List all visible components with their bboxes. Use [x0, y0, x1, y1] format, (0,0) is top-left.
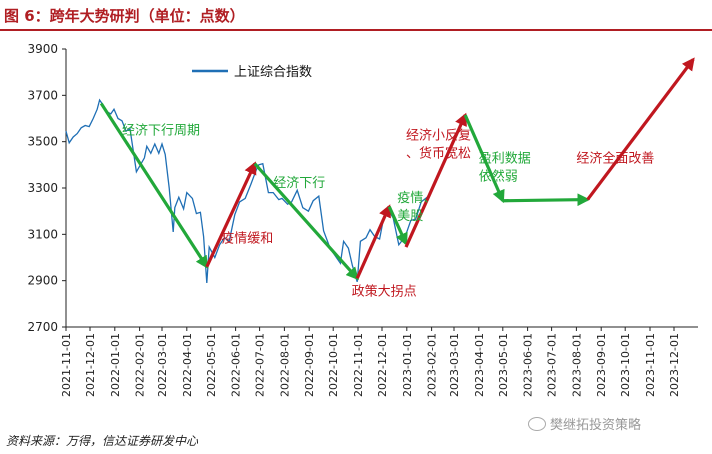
trend-arrow-green: [463, 114, 505, 204]
x-tick-label: 2021-11-01: [60, 333, 73, 397]
annotation-label: 政策大拐点: [352, 284, 417, 300]
y-tick-label: 2900: [27, 274, 58, 288]
annotation-line: 经济小反复: [406, 128, 471, 143]
annotation-label: 经济下行: [273, 176, 325, 191]
legend-label: 上证综合指数: [234, 65, 312, 80]
x-tick-label: 2022-02-01: [134, 333, 147, 397]
trend-arrow-green: [502, 193, 591, 207]
trend-arrow-red: [586, 57, 695, 201]
annotation-line: 经济全面改善: [576, 151, 654, 167]
trend-arrow-green: [387, 205, 408, 246]
trend-arrow-green: [99, 102, 209, 269]
chart-title: 图 6：跨年大势研判（单位：点数）: [4, 6, 245, 25]
annotation-line: 疫情、: [397, 190, 436, 206]
x-tick-label: 2023-11-01: [644, 333, 657, 397]
trend-arrow-red: [205, 161, 257, 268]
x-tick-label: 2022-08-01: [278, 333, 291, 397]
x-tick-label: 2023-09-01: [595, 333, 608, 397]
watermark: 樊继拓投资策略: [528, 414, 641, 433]
x-tick-label: 2022-06-01: [230, 333, 243, 397]
x-tick-label: 2023-07-01: [546, 333, 559, 397]
watermark-text: 樊继拓投资策略: [550, 418, 642, 433]
annotation-label: 疫情缓和: [221, 230, 273, 246]
y-tick-label: 3100: [27, 227, 58, 241]
x-tick-label: 2022-01-01: [109, 333, 122, 397]
wechat-icon: [528, 416, 546, 431]
y-tick-label: 2700: [27, 320, 58, 334]
title-bar: 图 6：跨年大势研判（单位：点数）: [0, 0, 712, 30]
annotation-label: 经济全面改善: [576, 151, 654, 167]
annotation-line: 依然弱: [479, 169, 518, 185]
y-tick-label: 3300: [27, 181, 58, 195]
x-tick-label: 2023-02-01: [426, 333, 439, 397]
x-tick-label: 2023-04-01: [473, 333, 486, 397]
line-chart: 2700 2900 3100 3300 3500 3700 3900 2021-11-01 20…: [27, 42, 698, 397]
annotation-line: 疫情缓和: [221, 230, 273, 246]
source-note: 资料来源：万得，信达证券研发中心: [6, 434, 199, 448]
x-tick-label: 2023-08-01: [570, 333, 583, 397]
x-tick-label: 2021-12-01: [84, 333, 97, 397]
x-tick-label: 2022-05-01: [205, 333, 218, 397]
x-tick-label: 2023-05-01: [497, 333, 510, 397]
x-tick-label: 2022-07-01: [254, 333, 267, 397]
annotation-label: 经济小反复、货币宽松: [406, 128, 471, 161]
x-tick-label: 2022-12-01: [376, 333, 389, 397]
annotation-line: 、货币宽松: [406, 145, 471, 161]
x-tick-label: 2023-06-01: [522, 333, 535, 397]
trend-arrow-green: [253, 162, 359, 281]
x-tick-label: 2023-01-01: [401, 333, 414, 397]
annotation-line: 美股: [397, 209, 423, 224]
x-tick-label: 2022-11-01: [352, 333, 365, 397]
x-tick-label: 2022-03-01: [156, 333, 169, 397]
x-tick-label: 2022-10-01: [327, 333, 340, 397]
annotation-label: 盈利数据依然弱: [479, 152, 531, 185]
annotation-label: 疫情、美股: [397, 190, 436, 224]
trend-arrow-red: [355, 204, 391, 280]
annotation-label: 经济下行周期: [122, 124, 200, 139]
annotation-line: 盈利数据: [479, 152, 531, 167]
y-tick-label: 3500: [27, 135, 58, 149]
x-tick-label: 2023-03-01: [448, 333, 461, 397]
title-rule: [0, 29, 712, 31]
annotation-line: 经济下行: [273, 176, 325, 191]
y-tick-label: 3900: [27, 42, 58, 56]
x-tick-label: 2023-10-01: [619, 333, 632, 397]
x-tick-label: 2023-12-01: [668, 333, 681, 397]
trend-arrow-red: [404, 112, 467, 248]
y-tick-label: 3700: [27, 88, 58, 102]
series-line: [65, 98, 431, 284]
annotation-line: 经济下行周期: [122, 124, 200, 139]
annotation-line: 政策大拐点: [352, 284, 417, 300]
x-tick-label: 2022-09-01: [303, 333, 316, 397]
x-tick-label: 2022-04-01: [181, 333, 194, 397]
